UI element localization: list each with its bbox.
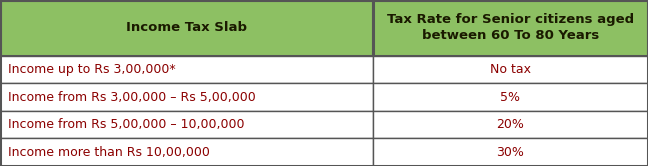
Bar (0, 83, 373, 111)
Bar (373, 138, 648, 166)
Bar (373, 111, 648, 138)
Text: Income from Rs 5,00,000 – 10,00,000: Income from Rs 5,00,000 – 10,00,000 (8, 118, 244, 131)
Text: 30%: 30% (496, 146, 524, 159)
Bar (0, 111, 373, 138)
Bar (0, 138, 373, 166)
Bar (373, 56, 648, 83)
Bar (373, 0, 648, 56)
Text: Income Tax Slab: Income Tax Slab (126, 21, 247, 34)
Bar (373, 83, 648, 111)
Bar (0, 56, 373, 83)
Text: Tax Rate for Senior citizens aged
between 60 To 80 Years: Tax Rate for Senior citizens aged betwee… (387, 13, 634, 42)
Text: 5%: 5% (500, 90, 520, 104)
Text: Income more than Rs 10,00,000: Income more than Rs 10,00,000 (8, 146, 210, 159)
Text: Income up to Rs 3,00,000*: Income up to Rs 3,00,000* (8, 63, 176, 76)
Text: Income from Rs 3,00,000 – Rs 5,00,000: Income from Rs 3,00,000 – Rs 5,00,000 (8, 90, 255, 104)
Text: 20%: 20% (496, 118, 524, 131)
Bar (0, 0, 373, 56)
Text: No tax: No tax (490, 63, 531, 76)
